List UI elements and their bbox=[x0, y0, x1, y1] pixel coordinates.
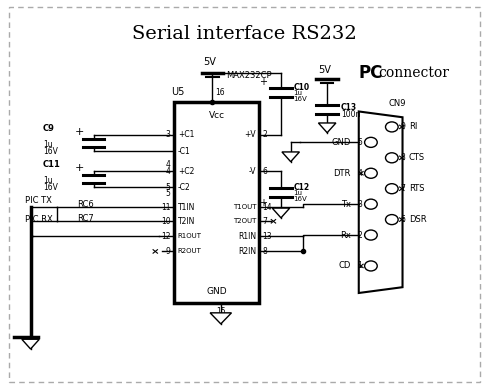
Text: 9: 9 bbox=[165, 247, 170, 256]
Text: RTS: RTS bbox=[408, 184, 424, 193]
Text: 9: 9 bbox=[400, 123, 405, 131]
Text: connector: connector bbox=[377, 66, 448, 80]
Text: 5V: 5V bbox=[318, 65, 330, 75]
Text: -C1: -C1 bbox=[178, 147, 190, 156]
Text: 16: 16 bbox=[214, 88, 224, 97]
Text: 13: 13 bbox=[262, 232, 271, 241]
Text: +V: +V bbox=[244, 130, 256, 139]
Text: PIC TX: PIC TX bbox=[25, 196, 52, 205]
Text: CTS: CTS bbox=[408, 153, 424, 162]
Text: 4: 4 bbox=[165, 160, 170, 169]
Text: 1u: 1u bbox=[293, 190, 302, 196]
Text: R1IN: R1IN bbox=[238, 232, 256, 241]
Text: 5: 5 bbox=[165, 189, 170, 198]
Text: +: + bbox=[259, 198, 267, 208]
Text: Tx: Tx bbox=[340, 200, 350, 209]
Text: 2: 2 bbox=[262, 130, 267, 139]
Text: 6: 6 bbox=[262, 166, 267, 175]
Text: 7: 7 bbox=[400, 184, 405, 193]
Text: Serial interface RS232: Serial interface RS232 bbox=[132, 25, 356, 43]
Text: 5: 5 bbox=[165, 183, 170, 192]
Text: 2: 2 bbox=[357, 231, 362, 240]
Text: U5: U5 bbox=[171, 87, 184, 97]
Text: 6: 6 bbox=[400, 215, 405, 224]
Text: 3: 3 bbox=[165, 130, 170, 139]
Polygon shape bbox=[22, 339, 39, 349]
Text: MAX232CP: MAX232CP bbox=[225, 72, 271, 81]
Text: RI: RI bbox=[408, 123, 416, 131]
Text: T1OUT: T1OUT bbox=[232, 204, 256, 210]
Text: C9: C9 bbox=[42, 124, 55, 133]
Text: 1: 1 bbox=[357, 261, 362, 270]
Text: R2OUT: R2OUT bbox=[177, 249, 201, 254]
Text: +: + bbox=[74, 163, 84, 173]
Text: PC: PC bbox=[358, 64, 383, 82]
Text: 14: 14 bbox=[262, 203, 271, 212]
Text: 100n: 100n bbox=[340, 110, 359, 119]
Text: GND: GND bbox=[331, 138, 350, 147]
Text: 4: 4 bbox=[357, 169, 362, 178]
Text: T1IN: T1IN bbox=[178, 203, 195, 212]
Text: 3: 3 bbox=[357, 200, 362, 209]
Text: 8: 8 bbox=[262, 247, 267, 256]
Text: 10: 10 bbox=[161, 217, 170, 226]
Polygon shape bbox=[282, 152, 299, 162]
Polygon shape bbox=[272, 208, 289, 218]
Text: +: + bbox=[259, 77, 267, 86]
Text: -C2: -C2 bbox=[178, 183, 190, 192]
Text: 1u: 1u bbox=[293, 90, 302, 96]
Text: T2OUT: T2OUT bbox=[232, 218, 256, 224]
Text: Rx: Rx bbox=[340, 231, 350, 240]
Text: -V: -V bbox=[248, 166, 256, 175]
Text: 15: 15 bbox=[216, 307, 225, 316]
Text: C10: C10 bbox=[293, 83, 309, 92]
Text: RC7: RC7 bbox=[77, 214, 93, 223]
Text: R2IN: R2IN bbox=[238, 247, 256, 256]
Text: +: + bbox=[74, 127, 84, 137]
Text: 5V: 5V bbox=[203, 57, 216, 67]
Text: 1u: 1u bbox=[42, 140, 52, 149]
Text: 4: 4 bbox=[165, 166, 170, 175]
Text: 5: 5 bbox=[357, 138, 362, 147]
Polygon shape bbox=[210, 313, 231, 324]
Text: C11: C11 bbox=[42, 160, 61, 169]
Text: GND: GND bbox=[206, 287, 226, 296]
Text: 1u: 1u bbox=[42, 176, 52, 185]
Text: Vcc: Vcc bbox=[208, 111, 224, 120]
Text: +C1: +C1 bbox=[178, 130, 194, 139]
Text: 11: 11 bbox=[161, 203, 170, 212]
Text: 8: 8 bbox=[400, 153, 405, 162]
Text: RC6: RC6 bbox=[77, 200, 93, 209]
Text: 16V: 16V bbox=[42, 183, 58, 192]
Text: R1OUT: R1OUT bbox=[177, 233, 201, 239]
Text: DTR: DTR bbox=[333, 169, 350, 178]
Text: T2IN: T2IN bbox=[178, 217, 195, 226]
Text: 12: 12 bbox=[161, 232, 170, 241]
Text: +C2: +C2 bbox=[178, 166, 194, 175]
Text: C13: C13 bbox=[340, 103, 356, 112]
Text: PIC RX: PIC RX bbox=[25, 215, 52, 224]
Text: CD: CD bbox=[338, 261, 350, 270]
Text: 16V: 16V bbox=[42, 147, 58, 156]
Text: 16V: 16V bbox=[293, 196, 307, 202]
Text: CN9: CN9 bbox=[388, 99, 406, 108]
Text: DSR: DSR bbox=[408, 215, 426, 224]
Text: 7: 7 bbox=[262, 217, 267, 226]
Bar bbox=[174, 102, 259, 303]
Polygon shape bbox=[318, 123, 335, 133]
Text: C12: C12 bbox=[293, 183, 309, 192]
Text: 16V: 16V bbox=[293, 96, 307, 102]
